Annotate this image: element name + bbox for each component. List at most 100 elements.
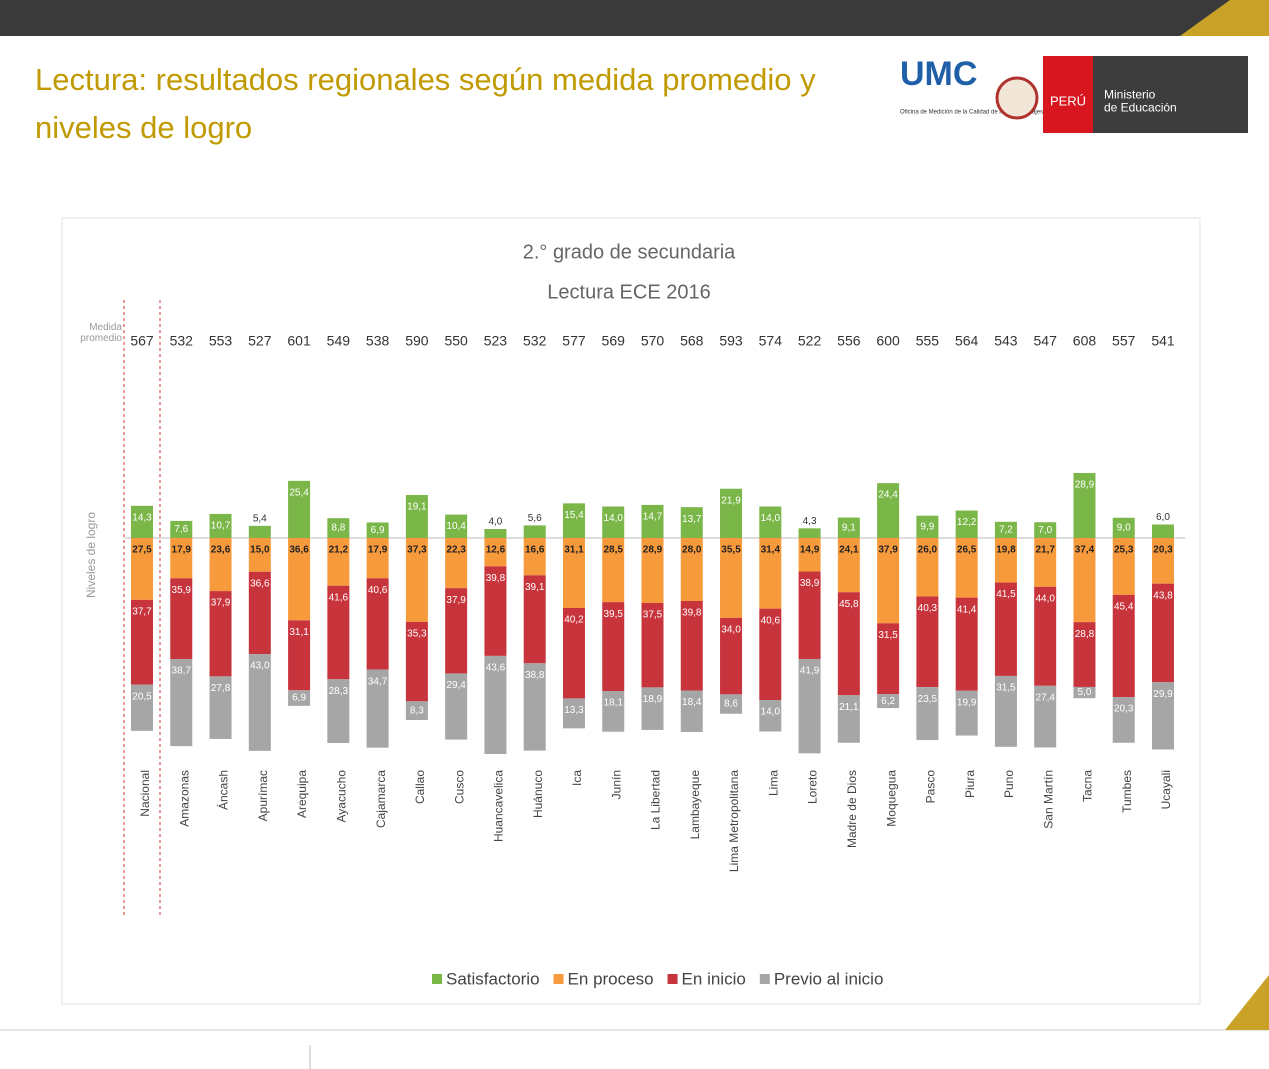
measure: 523 (484, 333, 508, 349)
measure: 532 (170, 333, 194, 349)
data-label: 4,0 (488, 517, 502, 528)
measure: 541 (1151, 333, 1175, 349)
data-label: 14,7 (643, 512, 663, 523)
x-tick-label: Ucayali (1159, 770, 1173, 809)
data-label: 25,3 (1114, 545, 1134, 556)
data-label: 27,5 (132, 545, 152, 556)
x-tick-label: Puno (1002, 770, 1016, 798)
measure: 547 (1034, 333, 1058, 349)
data-label: 10,4 (446, 521, 466, 532)
chart-subtitle: Lectura ECE 2016 (547, 281, 710, 303)
legend-swatch (668, 974, 678, 984)
data-label: 37,9 (878, 545, 898, 556)
measure: 553 (209, 333, 233, 349)
data-label: 4,3 (803, 516, 817, 527)
data-label: 14,0 (761, 513, 781, 524)
data-label: 7,2 (999, 525, 1013, 536)
data-label: 31,5 (996, 683, 1016, 694)
legend-swatch (432, 974, 442, 984)
data-label: 9,9 (920, 522, 934, 533)
data-label: 28,9 (643, 545, 663, 556)
measure: 550 (444, 333, 468, 349)
data-label: 21,9 (721, 495, 741, 506)
x-tick-label: Apurímac (256, 770, 270, 821)
legend-swatch (554, 974, 564, 984)
data-label: 37,5 (643, 610, 663, 621)
data-label: 43,6 (486, 663, 506, 674)
measure: 569 (602, 333, 626, 349)
top-band (0, 0, 1269, 36)
measure: 608 (1073, 333, 1097, 349)
legend-label: En inicio (682, 969, 746, 988)
data-label: 38,8 (525, 670, 545, 681)
bar-segment (524, 538, 546, 575)
data-label: 37,3 (407, 545, 427, 556)
data-label: 31,5 (878, 630, 898, 641)
x-tick-label: Amazonas (177, 770, 191, 827)
x-tick-label: Nacional (138, 770, 152, 817)
data-label: 28,5 (603, 545, 623, 556)
measure: 574 (759, 333, 783, 349)
data-label: 17,9 (368, 545, 388, 556)
measure: 557 (1112, 333, 1136, 349)
x-tick-label: La Libertad (649, 770, 663, 830)
data-label: 45,8 (839, 599, 859, 610)
data-label: 31,1 (564, 545, 584, 556)
page: Lectura: resultados regionales según med… (0, 0, 1269, 1069)
axis-label: Niveles de logro (84, 512, 98, 598)
data-label: 23,5 (918, 694, 938, 705)
measure: 543 (994, 333, 1018, 349)
data-label: 21,2 (329, 545, 349, 556)
x-tick-label: Callao (413, 770, 427, 804)
data-label: 7,6 (174, 524, 188, 535)
data-label: 40,3 (918, 603, 938, 614)
data-label: 43,8 (1153, 590, 1173, 601)
data-label: 28,9 (1075, 480, 1095, 491)
data-label: 41,9 (800, 666, 820, 677)
data-label: 27,8 (211, 683, 231, 694)
data-label: 25,4 (289, 487, 309, 498)
x-tick-label: Huancavelica (492, 770, 506, 842)
x-tick-label: Tumbes (1120, 770, 1134, 813)
data-label: 20,5 (132, 691, 152, 702)
legend-label: Satisfactorio (446, 969, 540, 988)
data-label: 19,8 (996, 545, 1016, 556)
data-label: 8,8 (331, 523, 345, 534)
data-label: 6,9 (371, 525, 385, 536)
data-label: 35,9 (172, 585, 192, 596)
data-label: 15,4 (564, 510, 584, 521)
data-label: 41,5 (996, 589, 1016, 600)
data-label: 5,6 (528, 513, 542, 524)
measure-label: Medida promedio (70, 322, 122, 344)
bar-segment (1152, 525, 1174, 539)
data-label: 5,0 (1078, 687, 1092, 698)
measure: 570 (641, 333, 665, 349)
data-label: 34,7 (368, 676, 388, 687)
data-label: 37,9 (446, 595, 466, 606)
legend-label: Previo al inicio (774, 969, 884, 988)
logo: UMC (900, 55, 977, 93)
data-label: 12,2 (957, 517, 977, 528)
emblem (997, 78, 1037, 118)
data-label: 6,9 (292, 693, 306, 704)
x-tick-label: San Martín (1041, 770, 1055, 829)
data-label: 18,1 (603, 698, 623, 709)
x-tick-label: Huánuco (531, 770, 545, 818)
data-label: 27,4 (1035, 692, 1055, 703)
data-label: 12,6 (486, 545, 506, 556)
x-tick-label: Lima (766, 770, 780, 796)
legend-swatch (760, 974, 770, 984)
data-label: 14,0 (761, 707, 781, 718)
data-label: 20,3 (1114, 704, 1134, 715)
data-label: 13,3 (564, 705, 584, 716)
data-label: 20,3 (1153, 545, 1173, 556)
x-tick-label: Pasco (924, 770, 938, 804)
measure: 600 (876, 333, 900, 349)
measure: 590 (405, 333, 429, 349)
bar-segment (524, 525, 546, 538)
measure: 538 (366, 333, 390, 349)
measure: 549 (327, 333, 351, 349)
corner-deco (1225, 975, 1269, 1030)
data-label: 13,7 (682, 514, 702, 525)
x-tick-label: Arequipa (295, 770, 309, 818)
